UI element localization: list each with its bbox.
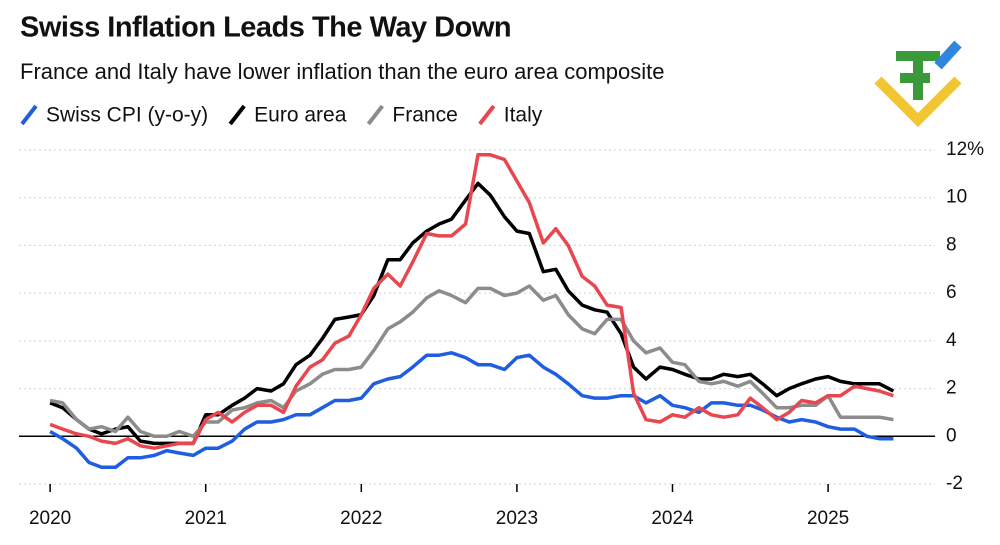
y-tick-label: 2 <box>946 378 957 399</box>
series-line <box>49 153 894 450</box>
legend-label: Swiss CPI (y-o-y) <box>46 104 208 127</box>
x-tick-label: 2023 <box>496 508 538 529</box>
legend-swatch <box>478 104 496 126</box>
series-line <box>49 284 894 439</box>
series-line <box>49 351 894 470</box>
x-tick-label: 2025 <box>807 508 849 529</box>
y-tick-label: 0 <box>946 425 957 446</box>
x-tick-label: 2020 <box>29 508 71 529</box>
y-tick-label: 8 <box>946 234 957 255</box>
y-tick-label: 4 <box>946 330 957 351</box>
legend-swatch <box>366 104 384 126</box>
x-tick-label: 2022 <box>340 508 382 529</box>
legend-label: Italy <box>504 104 543 127</box>
logo <box>874 40 962 128</box>
legend-swatch <box>228 104 246 126</box>
x-tick-label: 2024 <box>651 508 694 529</box>
x-tick-label: 2021 <box>185 508 227 529</box>
chart-subtitle: France and Italy have lower inflation th… <box>20 59 665 84</box>
legend-label: France <box>392 104 457 127</box>
y-tick-label: 6 <box>946 282 957 303</box>
legend-swatch <box>20 104 38 126</box>
legend-label: Euro area <box>254 104 347 127</box>
y-tick-label: 12% <box>946 139 984 160</box>
y-tick-label: 10 <box>946 187 967 208</box>
series-line <box>49 181 895 446</box>
y-tick-label: -2 <box>946 473 963 494</box>
chart-title: Swiss Inflation Leads The Way Down <box>20 12 511 44</box>
